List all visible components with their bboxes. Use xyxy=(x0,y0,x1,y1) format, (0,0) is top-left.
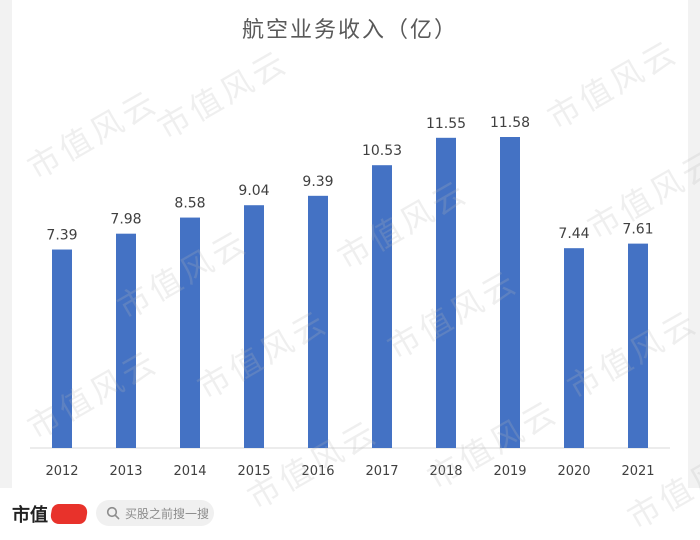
data-label-2021: 7.61 xyxy=(622,222,653,238)
bar-2017 xyxy=(372,165,392,449)
data-label-2013: 7.98 xyxy=(110,212,141,228)
data-label-2018: 11.55 xyxy=(426,116,466,132)
footer-bar: 市值 买股之前搜一搜 xyxy=(0,488,700,540)
x-tick-label-2020: 2020 xyxy=(557,464,590,479)
data-label-2020: 7.44 xyxy=(558,226,589,242)
x-tick-label-2017: 2017 xyxy=(365,464,398,479)
bar-2020 xyxy=(564,248,584,448)
bar-2013 xyxy=(116,233,136,448)
search-input[interactable]: 买股之前搜一搜 xyxy=(96,500,214,526)
bar-2016 xyxy=(308,195,328,448)
x-tick-label-2012: 2012 xyxy=(45,464,78,479)
search-placeholder: 买股之前搜一搜 xyxy=(125,506,210,521)
bar-chart: 7.39 2012 7.98 2013 8.58 2014 9.04 2015 9.39 2016… xyxy=(30,115,670,479)
x-tick-label-2014: 2014 xyxy=(173,464,206,479)
search-icon xyxy=(106,506,120,520)
bar-2018 xyxy=(436,137,456,448)
x-tick-label-2021: 2021 xyxy=(621,464,654,479)
data-label-2019: 11.58 xyxy=(490,115,530,131)
logo-text: 市值 xyxy=(12,505,48,526)
data-label-2017: 10.53 xyxy=(362,143,402,159)
brand-logo[interactable]: 市值 xyxy=(12,500,89,528)
x-tick-label-2013: 2013 xyxy=(109,464,142,479)
bar-2019 xyxy=(500,137,520,448)
logo-mark-icon xyxy=(49,504,89,524)
chart-title: 航空业务收入（亿） xyxy=(241,18,458,43)
chart-panel: 航空业务收入（亿） 7.39 2012 7.98 2013 8.58 2014 9.04 20… xyxy=(12,0,688,488)
bar-2012 xyxy=(52,249,72,448)
bar-2021 xyxy=(628,243,648,448)
x-tick-label-2019: 2019 xyxy=(493,464,526,479)
data-label-2016: 9.39 xyxy=(302,174,333,190)
x-tick-label-2016: 2016 xyxy=(301,464,334,479)
data-label-2012: 7.39 xyxy=(46,228,77,244)
data-label-2015: 9.04 xyxy=(238,183,269,199)
bar-2015 xyxy=(244,205,264,448)
x-tick-label-2018: 2018 xyxy=(429,464,462,479)
bar-2014 xyxy=(180,217,200,448)
data-label-2014: 8.58 xyxy=(174,196,205,212)
x-tick-label-2015: 2015 xyxy=(237,464,270,479)
